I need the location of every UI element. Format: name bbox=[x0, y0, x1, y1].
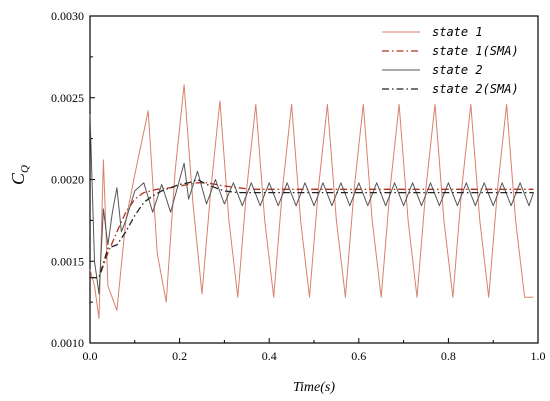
x-tick-label: 0.2 bbox=[172, 349, 187, 363]
y-tick-label: 0.0030 bbox=[51, 9, 84, 23]
y-axis-title-main: C bbox=[8, 172, 28, 185]
x-tick-label: 0.0 bbox=[83, 349, 98, 363]
series-layer bbox=[89, 84, 534, 319]
legend-label-2: state 1(SMA) bbox=[432, 44, 519, 58]
y-tick-label: 0.0010 bbox=[51, 336, 84, 350]
y-axis: 0.0010 0.0015 0.0020 0.0025 0.0030 bbox=[51, 9, 95, 350]
x-axis: 0.0 0.2 0.4 0.6 0.8 1.0 bbox=[83, 338, 546, 363]
y-axis-title: CQ bbox=[8, 165, 31, 185]
legend-label-1: state 1 bbox=[432, 25, 483, 39]
series-line-1 bbox=[89, 84, 534, 319]
y-tick-label: 0.0020 bbox=[51, 173, 84, 187]
y-tick-label: 0.0015 bbox=[51, 254, 84, 268]
x-axis-title: Time(s) bbox=[293, 380, 335, 395]
x-tick-label: 0.8 bbox=[441, 349, 456, 363]
x-tick-label: 0.4 bbox=[262, 349, 277, 363]
x-tick-label: 1.0 bbox=[531, 349, 546, 363]
series-line-4 bbox=[90, 178, 534, 279]
y-axis-title-subscript: Q bbox=[19, 165, 31, 173]
series-line-2 bbox=[90, 182, 534, 279]
legend: state 1 state 1(SMA) state 2 state 2(SMA) bbox=[382, 25, 519, 96]
x-tick-label: 0.6 bbox=[351, 349, 366, 363]
legend-label-4: state 2(SMA) bbox=[432, 82, 519, 96]
y-tick-label: 0.0025 bbox=[51, 91, 84, 105]
series-line-3 bbox=[89, 114, 534, 295]
legend-label-3: state 2 bbox=[432, 63, 483, 77]
